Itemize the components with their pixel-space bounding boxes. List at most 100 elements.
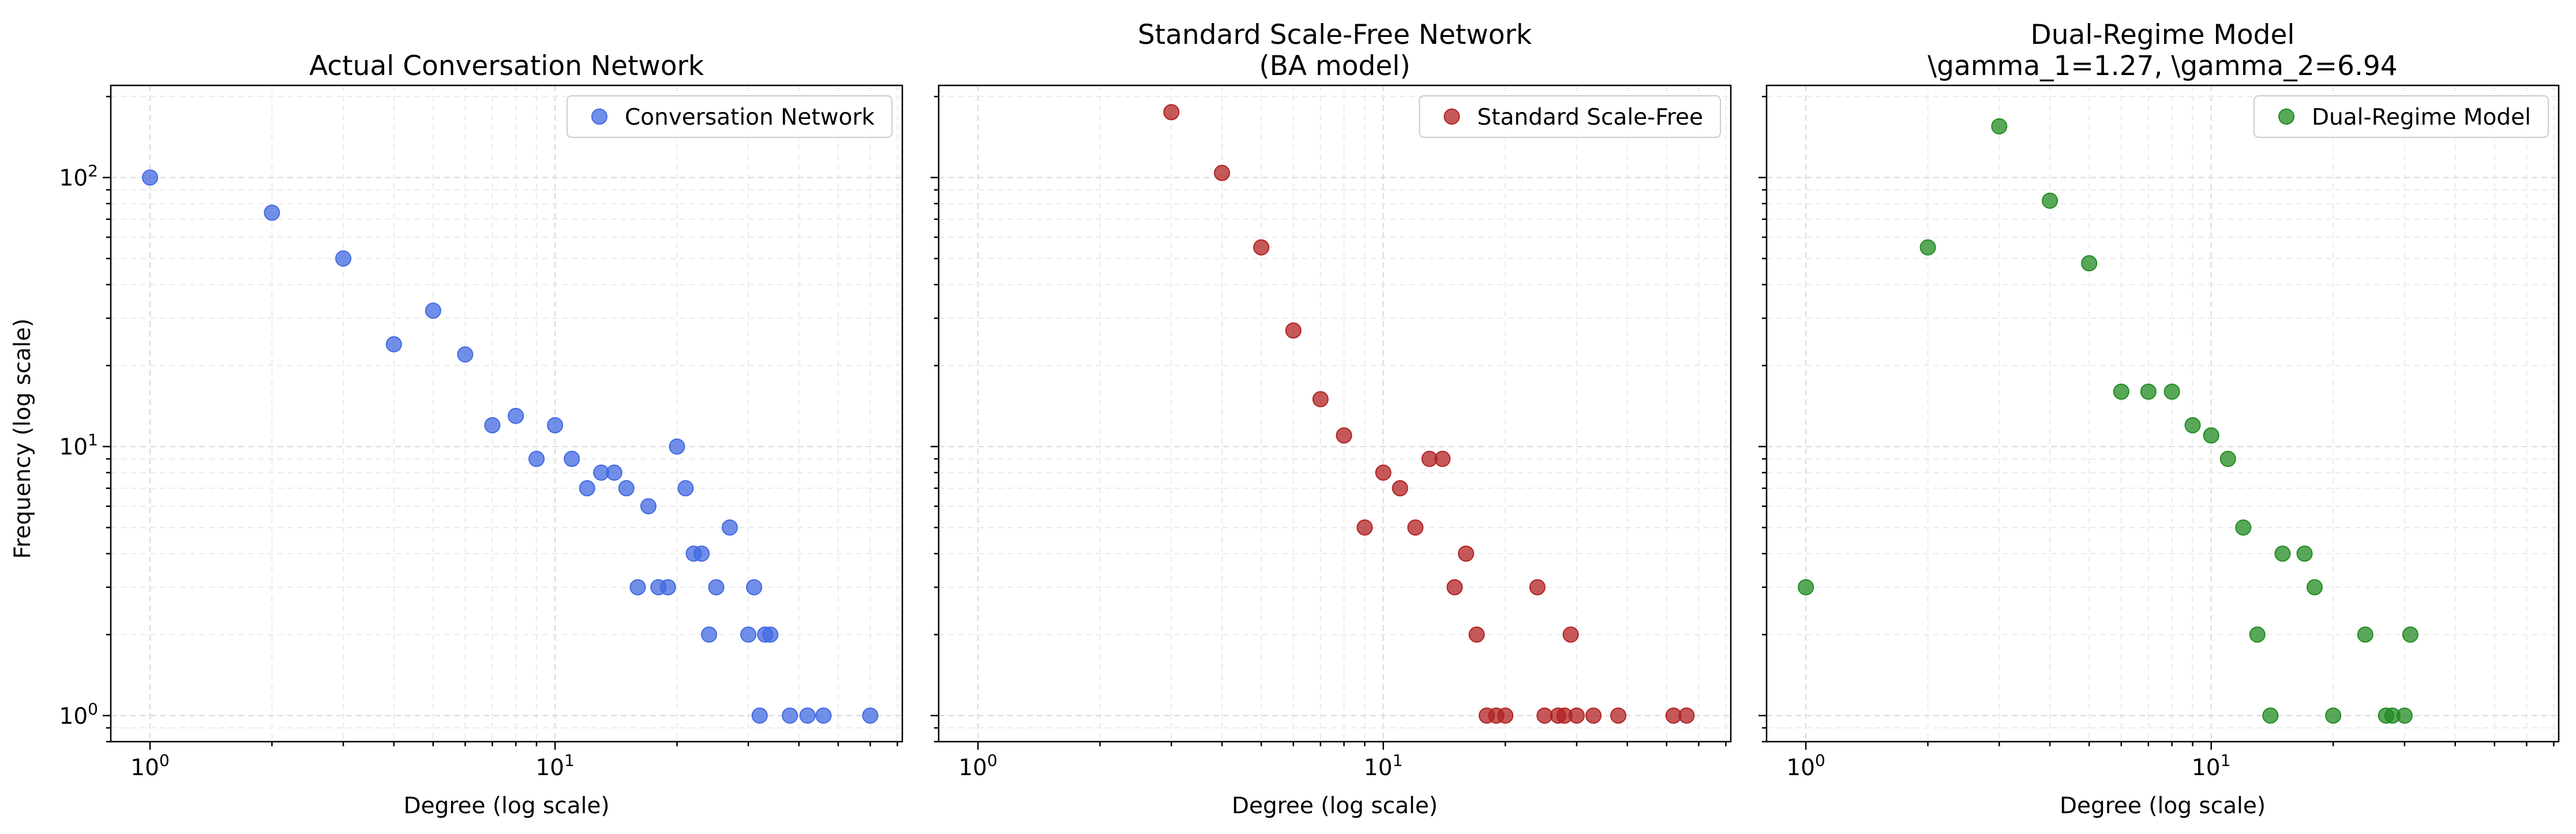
x-tick-label: 101: [535, 751, 574, 781]
legend-label: Standard Scale-Free: [1477, 104, 1703, 130]
data-point: [1434, 451, 1451, 468]
x-tick-label: 100: [958, 751, 997, 781]
x-axis-label: Degree (log scale): [2060, 793, 2266, 819]
data-point: [385, 336, 402, 353]
legend: Conversation Network: [566, 95, 893, 138]
legend-marker: [591, 109, 608, 125]
grid: [1767, 85, 2559, 742]
data-point: [708, 579, 725, 596]
data-point: [1285, 322, 1302, 339]
data-point: [2235, 519, 2252, 536]
data-point: [1458, 545, 1475, 562]
data-point: [457, 346, 474, 363]
chart-title-line: Dual-Regime Model: [2031, 19, 2295, 51]
chart-panel-conversation: 100 101 100 101 102 Actual Conversation Netwo…: [59, 50, 903, 819]
data-point: [2140, 383, 2157, 400]
data-point: [142, 169, 159, 186]
data-point: [2325, 707, 2342, 724]
y-tick-label: 101: [59, 431, 98, 461]
data-point: [2081, 255, 2098, 272]
data-point: [782, 707, 798, 724]
legend: Dual-Regime Model: [2253, 95, 2549, 138]
data-point: [1392, 480, 1408, 496]
data-point: [1562, 626, 1579, 643]
data-point: [2163, 383, 2180, 400]
data-point: [2296, 545, 2313, 562]
data-point: [2249, 626, 2266, 643]
data-point: [1468, 626, 1485, 643]
data-point: [693, 545, 710, 562]
chart-title-line: Standard Scale-Free Network: [1138, 19, 1532, 51]
data-point: [1497, 707, 1514, 724]
data-point: [862, 707, 879, 724]
series-standard-scale-free: [1163, 104, 1695, 724]
x-tick-label: 101: [2192, 751, 2230, 781]
data-point: [2113, 383, 2129, 400]
data-point: [1798, 579, 1814, 596]
data-point: [1536, 707, 1553, 724]
data-point: [1336, 427, 1352, 444]
data-point: [740, 626, 757, 643]
y-tick-label: 102: [59, 162, 98, 192]
plot-frame: [938, 84, 1732, 743]
legend-marker: [1443, 109, 1460, 125]
data-point: [1568, 707, 1585, 724]
data-point: [2042, 192, 2058, 209]
data-point: [1375, 464, 1392, 481]
data-point: [2402, 626, 2418, 643]
data-point: [669, 438, 685, 455]
legend: Standard Scale-Free: [1419, 95, 1721, 138]
data-point: [2184, 417, 2201, 433]
legend-marker: [2278, 109, 2295, 125]
data-point: [1214, 164, 1231, 181]
y-tick-label: 100: [59, 700, 98, 730]
data-point: [1991, 118, 2008, 134]
data-point: [701, 626, 718, 643]
figure-ylabel: Frequency (log scale): [10, 319, 36, 559]
data-point: [1529, 579, 1546, 596]
data-point: [1312, 391, 1329, 407]
series-dual-regime: [1798, 118, 2418, 724]
data-point: [1678, 707, 1695, 724]
data-point: [547, 417, 564, 433]
legend-box: [2253, 95, 2549, 138]
x-tick-label: 100: [1786, 751, 1825, 781]
x-tick-label: 100: [130, 751, 169, 781]
data-point: [751, 707, 768, 724]
series-conversation: [142, 169, 879, 724]
legend-box: [1419, 95, 1721, 138]
data-point: [335, 250, 352, 267]
legend-label: Dual-Regime Model: [2312, 104, 2531, 130]
chart-title-line: \gamma_1=1.27, \gamma_2=6.94: [1928, 50, 2397, 82]
plot-frame: [110, 84, 903, 743]
data-point: [677, 480, 694, 496]
data-point: [564, 451, 580, 468]
data-point: [762, 626, 779, 643]
data-point: [579, 480, 595, 496]
data-point: [1253, 239, 1270, 256]
data-point: [484, 417, 501, 433]
data-point: [425, 302, 441, 319]
data-point: [2396, 707, 2413, 724]
data-point: [606, 464, 623, 481]
data-point: [659, 579, 676, 596]
data-point: [1163, 104, 1180, 121]
data-point: [1585, 707, 1602, 724]
axis-ticks: [103, 96, 898, 750]
data-point: [629, 579, 646, 596]
data-point: [2307, 579, 2323, 596]
data-point: [2357, 626, 2373, 643]
data-point: [528, 451, 545, 468]
data-point: [1356, 519, 1373, 536]
data-point: [1919, 239, 1936, 256]
data-point: [508, 407, 524, 424]
data-point: [1610, 707, 1627, 724]
data-point: [746, 579, 763, 596]
x-axis-label: Degree (log scale): [1232, 793, 1438, 819]
data-point: [640, 498, 657, 515]
chart-title-line: (BA model): [1259, 50, 1410, 82]
data-point: [2203, 427, 2219, 444]
data-point: [799, 707, 816, 724]
